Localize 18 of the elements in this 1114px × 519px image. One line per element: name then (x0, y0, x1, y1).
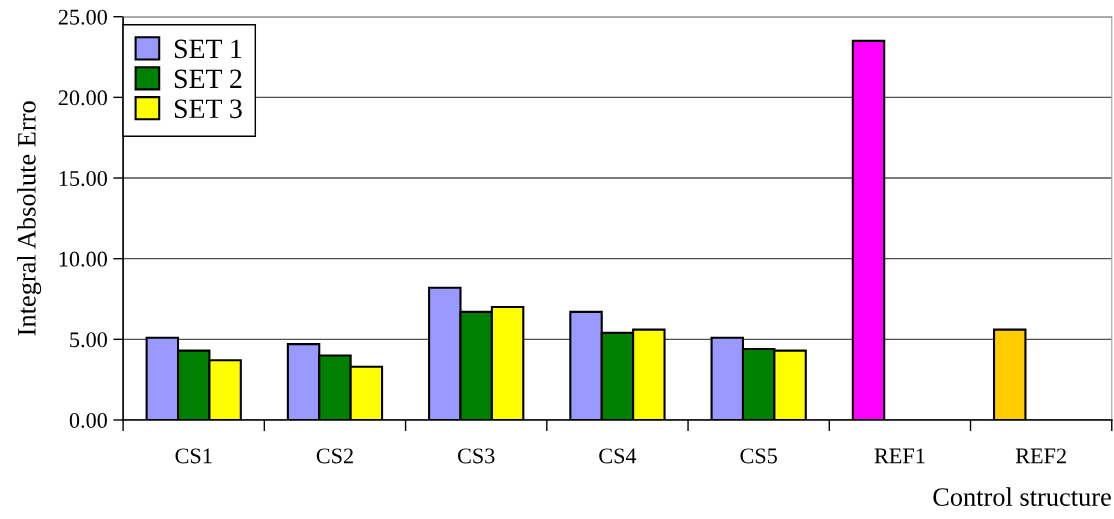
x-tick-label: CS5 (740, 448, 777, 464)
x-tick-label: CS4 (599, 448, 637, 464)
y-tick-label: 5.00 (70, 332, 107, 348)
y-tick-label: 0.00 (69, 412, 107, 428)
x-tick-label: CS2 (316, 448, 353, 464)
x-tick-label: REF1 (874, 448, 925, 464)
y-tick-label: 25.00 (58, 9, 107, 25)
y-tick-label: 20.00 (58, 90, 107, 106)
legend-label: SET 3 (174, 99, 242, 119)
y-axis-title: Integral Absolute Erro (17, 101, 42, 336)
x-tick-label: CS1 (175, 448, 212, 464)
legend-label: SET 2 (174, 69, 242, 89)
y-tick-label: 15.00 (59, 170, 107, 187)
y-tick-label: 10.00 (59, 251, 107, 267)
x-axis-title: Control structure (933, 487, 1111, 506)
legend-label: SET 1 (174, 39, 242, 59)
x-tick-label: REF2 (1015, 448, 1066, 464)
x-tick-label: CS3 (457, 448, 495, 464)
